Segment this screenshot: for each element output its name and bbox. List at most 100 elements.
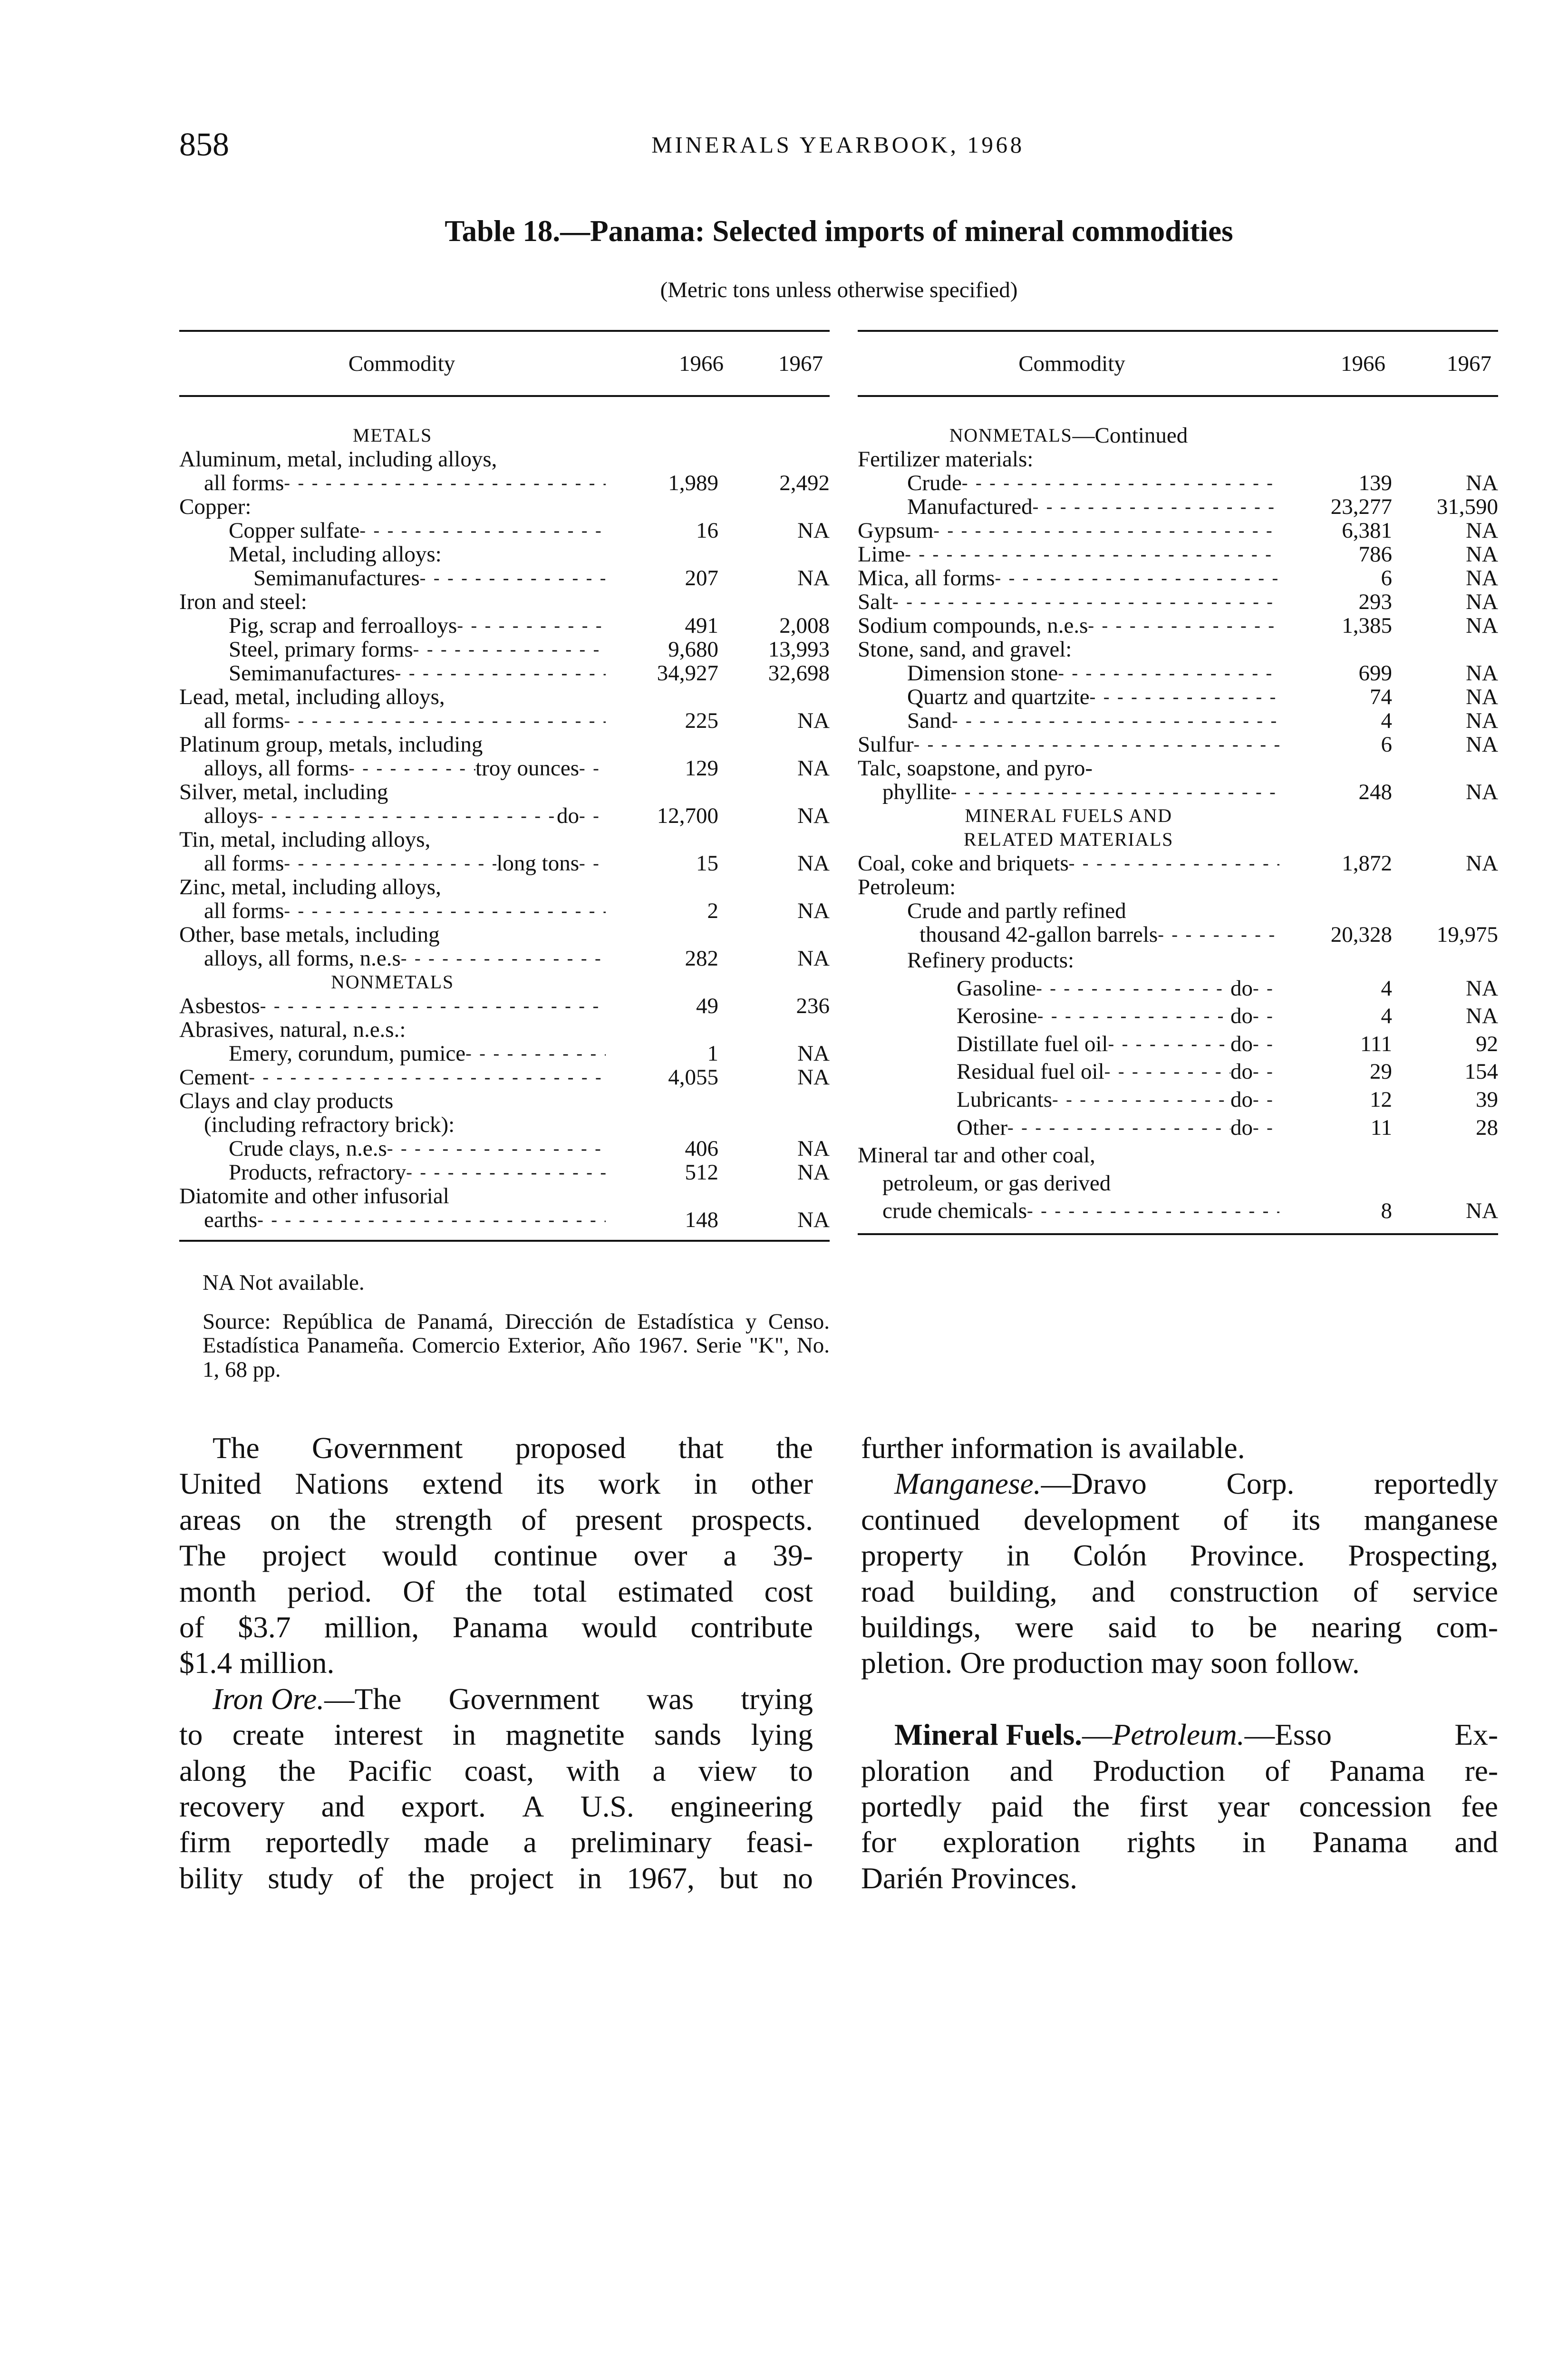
commodity-label: Abrasives, natural, n.e.s.: — [179, 1018, 406, 1042]
commodity-label: Copper sulfate — [229, 519, 360, 542]
line-word: and — [1009, 1753, 1054, 1788]
table-title: Table 18.—Panama: Selected imports of mi… — [445, 214, 1233, 248]
value-1967: 2,492 — [779, 471, 830, 495]
commodity-cell: NONMETALS — [179, 970, 606, 994]
commodity-label: all forms — [204, 471, 284, 495]
table-row: Crude and partly refined — [858, 899, 1498, 923]
source-note: Source: República de Panamá, Dirección d… — [203, 1309, 830, 1382]
commodity-cell: Tin, metal, including alloys, — [179, 828, 606, 851]
value-1967: NA — [1466, 780, 1498, 804]
value-1966: 11 — [1370, 1115, 1392, 1140]
commodity-cell: Coal, coke and briquets — [858, 851, 1279, 875]
commodity-label: Asbestos — [179, 994, 260, 1018]
value-1967 — [1392, 424, 1498, 447]
line-word: property — [861, 1538, 964, 1573]
footnote-na: NA Not available. — [203, 1270, 365, 1295]
line-word: contribute — [690, 1610, 813, 1644]
table-row: Residual fuel oil do 29 154 — [858, 1058, 1498, 1086]
value-1966: 6,381 — [1342, 518, 1392, 543]
table-row: thousand 42-gallon barrels 20,328 19,975 — [858, 923, 1498, 947]
line-word: of — [179, 1610, 204, 1644]
dot-leader — [914, 733, 1280, 756]
table-row: Stone, sand, and gravel: — [858, 638, 1498, 661]
value-1966: 49 — [696, 994, 718, 1018]
line-word: the — [776, 1431, 813, 1465]
commodity-cell: alloys, all forms troy ounces — [179, 756, 606, 780]
table-row: petroleum, or gas derived — [858, 1169, 1498, 1198]
value-1966: 129 — [685, 756, 719, 781]
line-word: construction — [1169, 1574, 1319, 1608]
table-row: Dimension stone 699 NA — [858, 661, 1498, 685]
table-row: Silver, metal, including — [179, 780, 830, 804]
dot-leader — [1007, 1114, 1230, 1142]
dot-leader — [995, 566, 1279, 590]
value-1966 — [606, 875, 718, 899]
commodity-cell: Dimension stone — [858, 661, 1279, 685]
value-1966: 9,680 — [668, 637, 718, 662]
value-1967: NA — [797, 566, 830, 590]
commodity-label: Coal, coke and briquets — [858, 851, 1069, 875]
commodity-label: Other, base metals, including — [179, 923, 440, 947]
value-1966 — [606, 1018, 718, 1042]
commodity-label: Kerosine — [957, 1004, 1037, 1029]
line-word: U.S. — [580, 1789, 634, 1824]
dot-leader — [249, 1065, 606, 1089]
commodity-cell: Crude — [858, 471, 1279, 495]
lead-separator: — — [1082, 1718, 1113, 1752]
value-1966 — [1279, 947, 1392, 975]
commodity-cell: Copper sulfate — [179, 519, 606, 542]
value-1967: NA — [797, 851, 830, 876]
commodity-cell: Steel, primary forms — [179, 638, 606, 661]
table-row: Mica, all forms 6 NA — [858, 566, 1498, 590]
column-header-1966: 1966 — [679, 351, 724, 376]
line-word: view — [698, 1753, 757, 1788]
value-1967: NA — [1466, 851, 1498, 876]
table-row: alloys, all forms, n.e.s 282 NA — [179, 947, 830, 970]
value-1967 — [718, 447, 830, 471]
value-1966: 111 — [1360, 1031, 1392, 1056]
line-word: study — [268, 1861, 333, 1895]
value-1966: 29 — [1370, 1059, 1392, 1084]
value-1967 — [718, 424, 830, 447]
line-word: road — [861, 1574, 915, 1608]
commodity-cell: Crude and partly refined — [858, 899, 1279, 923]
text-line: The project would continue over a 39- — [179, 1537, 813, 1573]
line-word: work — [598, 1467, 661, 1501]
value-1966 — [1279, 447, 1392, 471]
line-word: the — [408, 1861, 445, 1895]
dot-leader — [1104, 1058, 1230, 1086]
line-word: com- — [1436, 1610, 1498, 1644]
line-word: the — [465, 1574, 503, 1608]
line-word: the — [329, 1502, 367, 1536]
commodity-label: Distillate fuel oil — [957, 1031, 1108, 1056]
commodity-label: Aluminum, metal, including alloys, — [179, 447, 497, 471]
commodity-label: Platinum group, metals, including — [179, 733, 483, 756]
line-word: Of — [403, 1574, 435, 1608]
unit-label: do — [1230, 1004, 1253, 1029]
value-1966: 20,328 — [1330, 922, 1392, 947]
value-1967: NA — [797, 899, 830, 923]
dot-leader — [1253, 1058, 1279, 1086]
table-row: Lubricants do 12 39 — [858, 1086, 1498, 1114]
value-1967 — [718, 685, 830, 709]
line-word: but — [719, 1861, 758, 1895]
value-1966: 12,700 — [657, 803, 718, 828]
commodity-label: Crude clays, n.e.s — [229, 1137, 387, 1160]
commodity-cell: all forms long tons — [179, 851, 606, 875]
line-word: The — [213, 1431, 260, 1465]
table-row: alloys do 12,700 NA — [179, 804, 830, 828]
commodity-cell: all forms — [179, 899, 606, 923]
commodity-cell: Pig, scrap and ferroalloys — [179, 614, 606, 638]
commodity-cell: Platinum group, metals, including — [179, 733, 606, 756]
line-word: concession — [1299, 1789, 1432, 1824]
commodity-cell: Metal, including alloys: — [179, 542, 606, 566]
line-word: building, — [949, 1574, 1057, 1608]
commodity-label: all forms — [204, 851, 284, 875]
text-line: buildings, were said to be nearing com- — [861, 1609, 1498, 1645]
line-word: coast, — [464, 1753, 534, 1788]
commodity-label: crude chemicals — [882, 1198, 1027, 1224]
line-word: said — [1108, 1610, 1157, 1644]
commodity-cell: Lead, metal, including alloys, — [179, 685, 606, 709]
commodity-label: petroleum, or gas derived — [882, 1170, 1111, 1196]
commodity-cell: Stone, sand, and gravel: — [858, 638, 1279, 661]
